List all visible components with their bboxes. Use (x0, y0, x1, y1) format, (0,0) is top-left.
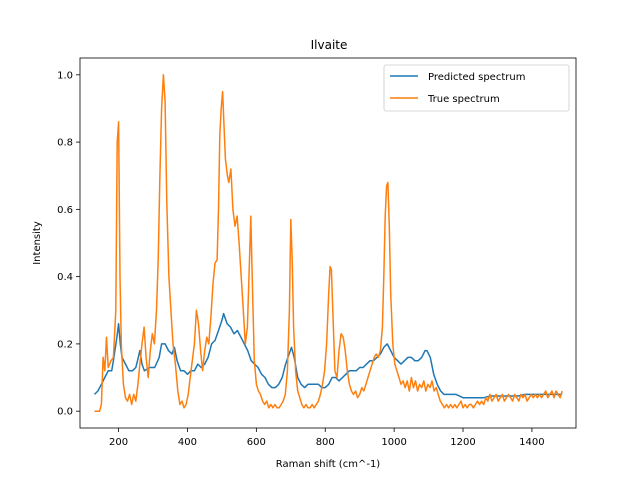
x-axis-label: Raman shift (cm^-1) (276, 459, 381, 470)
y-tick-label: 0.2 (57, 339, 73, 350)
y-tick-label: 0.0 (57, 407, 73, 418)
x-tick-label: 400 (178, 437, 197, 448)
legend: Predicted spectrum True spectrum (383, 64, 570, 112)
x-tick-label: 1000 (381, 437, 406, 448)
y-tick-label: 0.6 (57, 205, 73, 216)
legend-box (383, 64, 570, 112)
series-layer (93, 74, 563, 412)
legend-label-true: True spectrum (427, 94, 500, 105)
x-axis: 200 400 600 800 1000 1200 1400 (109, 428, 545, 448)
chart-title: Ilvaite (311, 38, 348, 52)
x-tick-label: 1400 (519, 437, 544, 448)
y-tick-label: 1.0 (57, 70, 73, 81)
plot-area-frame (79, 57, 577, 429)
x-tick-label: 800 (316, 437, 335, 448)
series-line-predicted-spectrum (93, 312, 563, 399)
y-tick-label: 0.8 (57, 138, 73, 149)
x-tick-label: 600 (247, 437, 266, 448)
x-tick-label: 200 (109, 437, 128, 448)
y-tick-label: 0.4 (57, 272, 73, 283)
x-tick-label: 1200 (450, 437, 475, 448)
legend-label-predicted: Predicted spectrum (428, 72, 525, 83)
y-axis: 0.0 0.2 0.4 0.6 0.8 1.0 (57, 70, 80, 418)
y-axis-label: Intensity (32, 221, 43, 265)
series-line-true-spectrum (94, 74, 563, 412)
